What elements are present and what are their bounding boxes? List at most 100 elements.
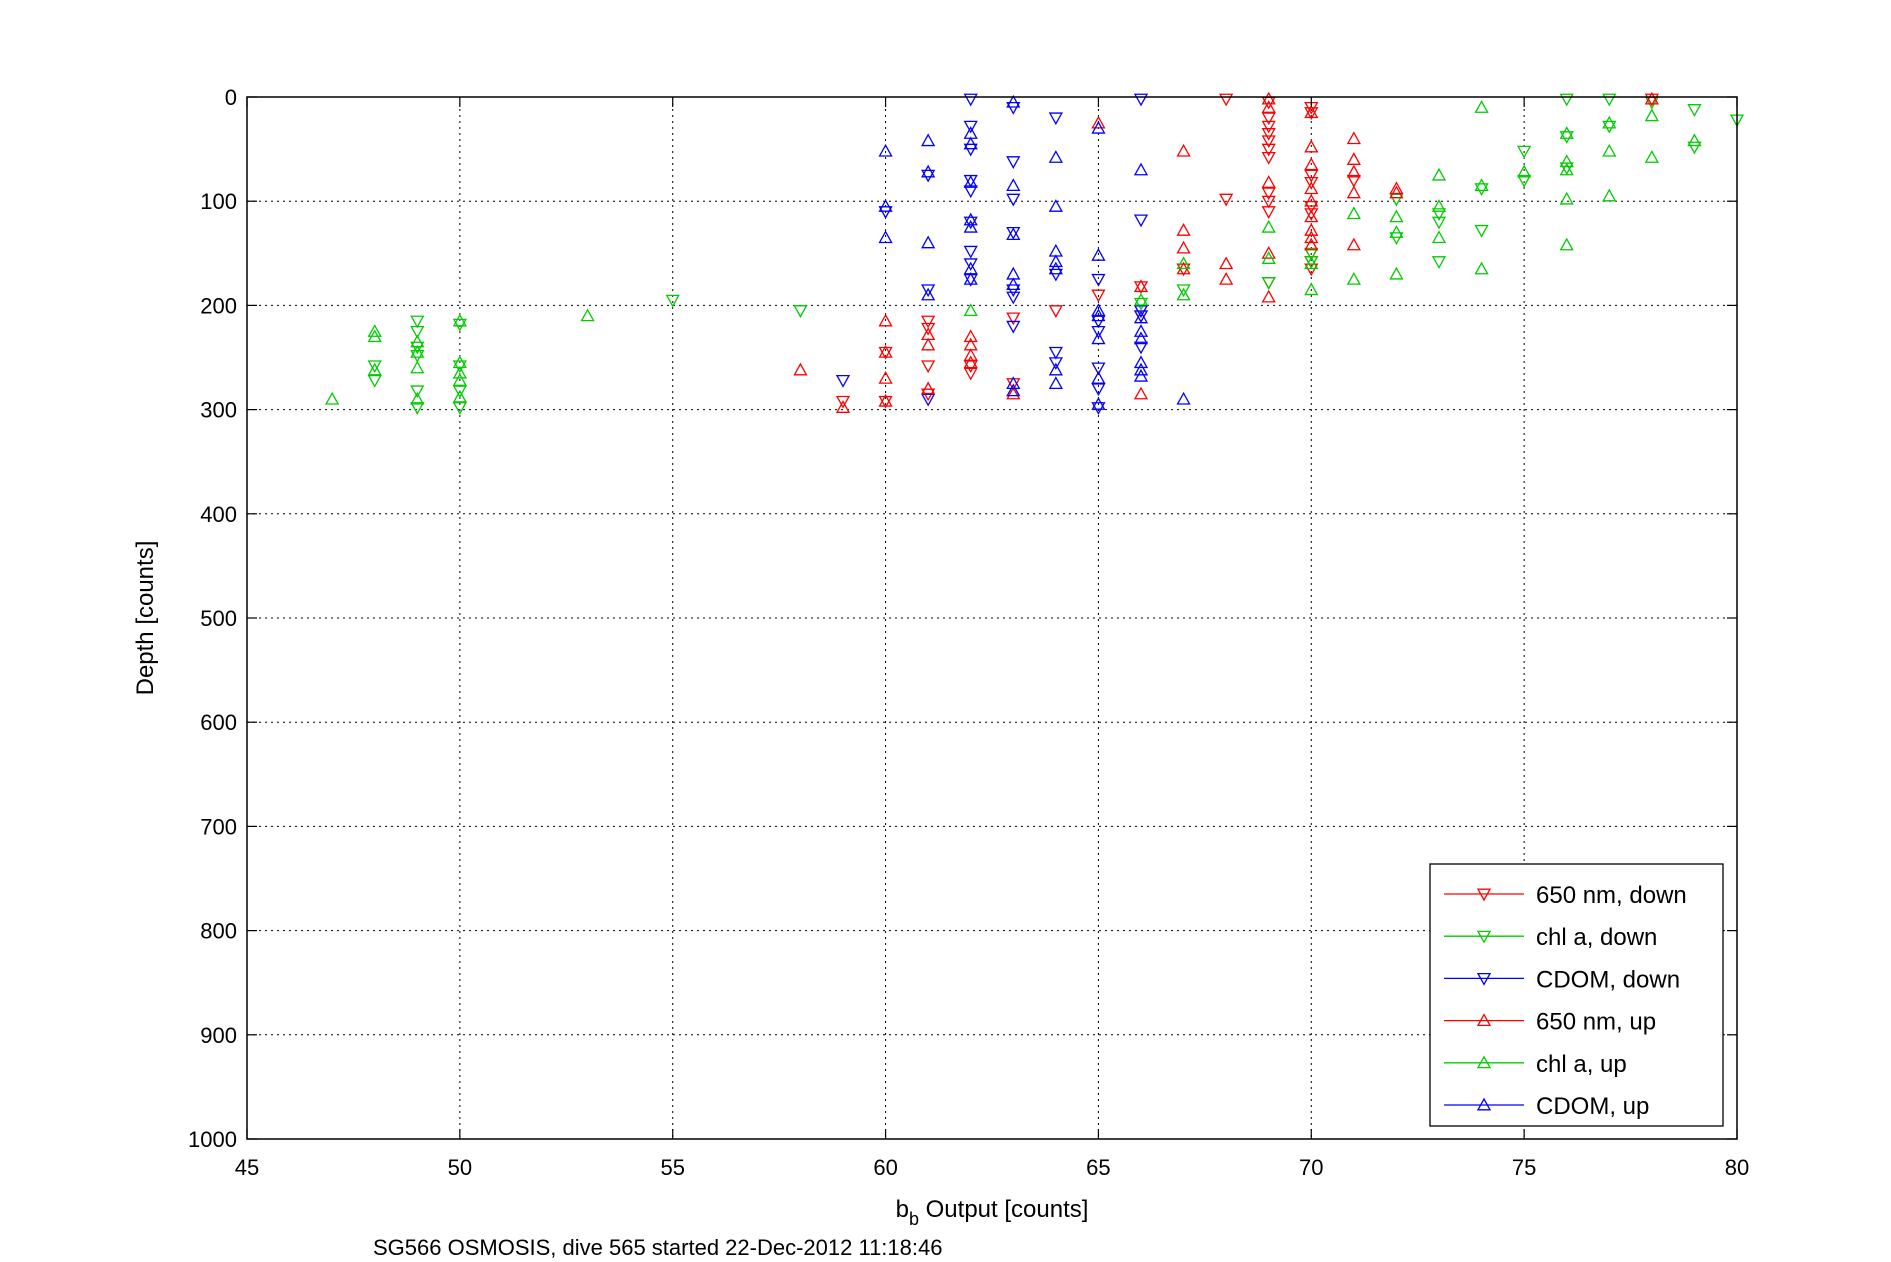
data-point <box>1304 223 1319 236</box>
legend-label: CDOM, down <box>1536 966 1680 993</box>
data-point <box>963 216 978 230</box>
data-point <box>1006 193 1021 207</box>
data-point <box>1176 143 1191 157</box>
data-point <box>1304 230 1319 244</box>
data-point <box>1048 199 1063 212</box>
data-point <box>1517 174 1532 188</box>
data-point <box>410 402 425 415</box>
data-point <box>410 341 425 355</box>
data-point <box>452 360 467 374</box>
data-point <box>1559 191 1574 205</box>
data-point <box>878 313 893 327</box>
data-point <box>793 305 808 318</box>
grid <box>247 97 1737 1139</box>
data-point <box>1048 346 1063 360</box>
data-point <box>1261 245 1276 259</box>
data-point <box>1644 150 1659 163</box>
series-3 <box>793 91 1659 413</box>
data-point <box>1431 199 1447 212</box>
data-point <box>1346 206 1361 220</box>
data-point <box>1304 181 1319 195</box>
data-point <box>878 371 893 384</box>
legend-marker <box>1476 972 1492 986</box>
data-point <box>1389 193 1404 207</box>
data-point <box>1048 305 1063 318</box>
data-point <box>1559 237 1574 251</box>
data-point <box>1091 303 1106 317</box>
data-point <box>1261 112 1276 126</box>
y-tick-label: 900 <box>200 1023 237 1048</box>
data-point <box>921 133 936 147</box>
data-point <box>1517 145 1532 159</box>
data-point <box>1048 150 1063 163</box>
data-point <box>963 143 978 157</box>
data-point <box>1048 376 1063 390</box>
data-point <box>1133 93 1149 107</box>
data-point <box>1133 386 1149 400</box>
data-point <box>963 360 978 374</box>
data-point <box>1304 263 1319 277</box>
y-tick-label: 700 <box>200 814 237 839</box>
data-point <box>1559 126 1574 139</box>
data-point <box>1474 100 1489 113</box>
data-point <box>1304 176 1319 190</box>
x-tick-label: 80 <box>1725 1155 1749 1180</box>
x-axis-title-subscript: b <box>909 1209 919 1229</box>
data-point <box>963 303 978 317</box>
data-point <box>878 230 893 244</box>
data-point <box>1091 362 1106 376</box>
data-point <box>963 258 978 272</box>
data-point <box>1261 187 1276 201</box>
x-tick-label: 50 <box>448 1155 472 1180</box>
series-4 <box>325 100 1702 405</box>
data-point <box>878 393 893 407</box>
y-tick-label: 500 <box>200 606 237 631</box>
data-point <box>1261 100 1276 113</box>
data-point <box>1261 128 1276 141</box>
data-point <box>1602 115 1617 129</box>
data-point <box>410 349 425 363</box>
y-tick-label: 0 <box>225 85 237 110</box>
x-axis-title-main: b <box>896 1196 909 1223</box>
data-point <box>963 348 978 361</box>
data-point <box>1219 256 1234 270</box>
y-tick-label: 200 <box>200 293 237 318</box>
data-point <box>1133 341 1149 355</box>
data-point <box>1261 151 1276 165</box>
data-point <box>1431 230 1447 244</box>
data-point <box>1389 181 1404 195</box>
data-point <box>1389 266 1404 280</box>
data-point <box>1559 93 1574 107</box>
legend-entry: 650 nm, up <box>1444 1009 1656 1036</box>
data-point <box>1006 284 1021 298</box>
data-point <box>1431 167 1447 181</box>
x-tick-label: 65 <box>1086 1155 1110 1180</box>
y-axis-title: Depth [counts] <box>132 541 159 696</box>
data-point <box>1431 208 1447 222</box>
data-points <box>325 91 1745 415</box>
data-point <box>963 185 978 199</box>
data-point <box>878 143 893 157</box>
legend-label: 650 nm, up <box>1536 1009 1656 1036</box>
data-point <box>1346 164 1361 178</box>
data-point <box>1176 223 1191 236</box>
data-point <box>1346 237 1361 251</box>
y-tick-label: 100 <box>200 189 237 214</box>
data-point <box>1559 131 1574 144</box>
tick-labels: 45 50 55 60 65 70 75 80010020030040050060070080… <box>188 85 1749 1180</box>
y-tick-label: 300 <box>200 398 237 423</box>
data-point <box>793 362 808 376</box>
data-point <box>1261 143 1276 157</box>
data-point <box>1006 277 1021 291</box>
legend-entry: chl a, down <box>1444 924 1657 951</box>
data-point <box>367 374 382 388</box>
data-point <box>1474 178 1489 192</box>
legend-entry: CDOM, up <box>1444 1093 1649 1120</box>
data-point <box>1261 135 1276 149</box>
data-point <box>1091 383 1106 397</box>
legend-marker <box>1476 1013 1492 1027</box>
data-point <box>1091 315 1106 329</box>
y-tick-label: 800 <box>200 919 237 944</box>
data-point <box>1346 185 1361 199</box>
